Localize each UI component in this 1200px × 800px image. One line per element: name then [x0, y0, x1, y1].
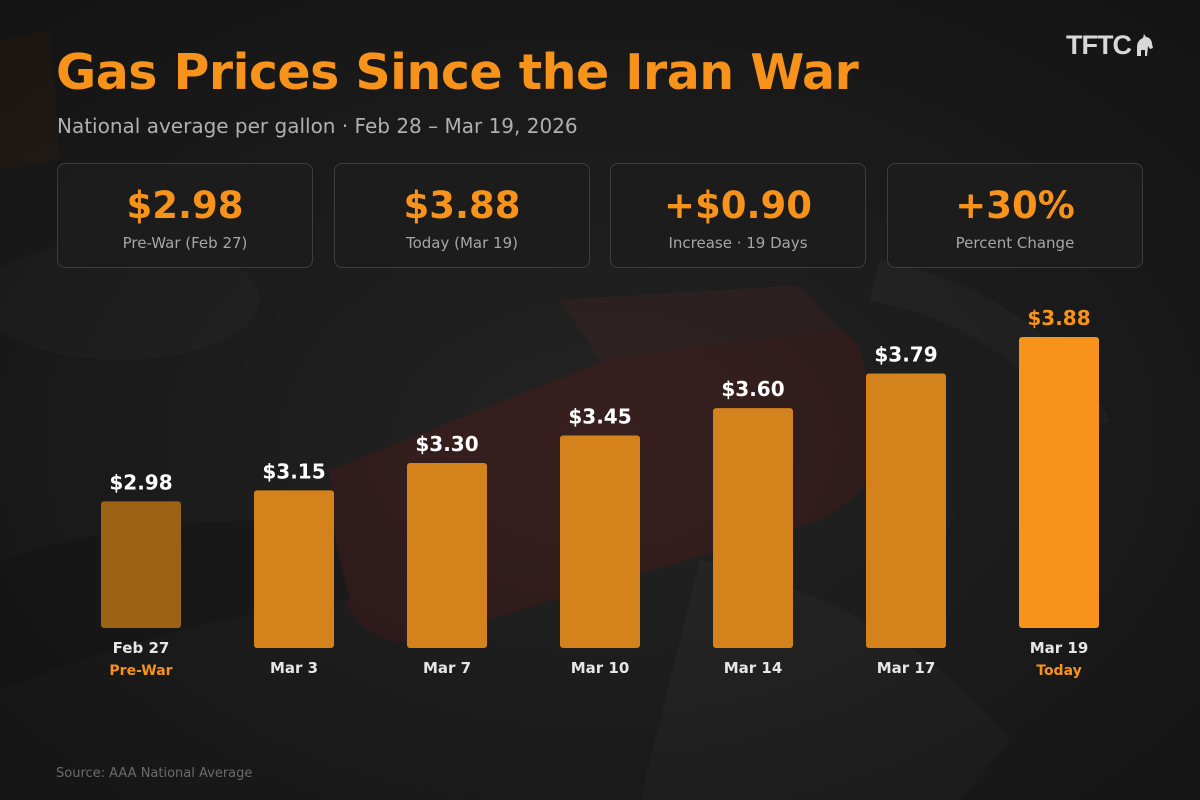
bar-value-label: $3.88 — [1027, 306, 1090, 330]
bar-sublabel: Pre-War — [109, 663, 172, 679]
x-tick-label: Mar 17 — [877, 659, 936, 677]
horse-icon — [1136, 34, 1153, 56]
bar-feb-27 — [101, 501, 181, 628]
bar-mar-3 — [254, 490, 334, 648]
bar-mar-7 — [407, 462, 487, 648]
bar-value-label: $3.60 — [721, 377, 784, 401]
stat-label: Increase · 19 Days — [668, 234, 808, 252]
x-tick-label: Mar 14 — [724, 659, 783, 677]
brand-wordmark: TFTC — [1066, 29, 1132, 60]
stat-card-increase: +$0.90 Increase · 19 Days — [610, 163, 866, 268]
stat-value: $2.98 — [126, 184, 244, 227]
stat-value: +$0.90 — [663, 184, 813, 227]
stat-label: Pre-War (Feb 27) — [122, 234, 248, 252]
stat-value: +30% — [955, 184, 1075, 227]
x-tick-label: Mar 10 — [571, 659, 630, 677]
bar-mar-19 — [1019, 337, 1099, 628]
stat-card-pre-war: $2.98 Pre-War (Feb 27) — [57, 163, 313, 268]
bar-mar-10 — [560, 435, 640, 648]
bar-value-label: $3.79 — [874, 342, 937, 366]
stat-card-percent-change: +30% Percent Change — [887, 163, 1143, 268]
x-tick-label: Mar 7 — [423, 659, 471, 677]
x-tick-label: Feb 27 — [113, 639, 170, 657]
source-note: Source: AAA National Average — [56, 766, 253, 781]
bar-value-label: $3.30 — [415, 432, 478, 456]
stat-value: $3.88 — [403, 184, 521, 227]
bar-value-label: $3.45 — [568, 405, 631, 429]
stat-card-today: $3.88 Today (Mar 19) — [334, 163, 590, 268]
bar-value-label: $3.15 — [262, 459, 325, 483]
bar-mar-14 — [713, 408, 793, 648]
x-tick-label: Mar 3 — [270, 659, 318, 677]
stat-label: Today (Mar 19) — [405, 234, 518, 252]
stat-label: Percent Change — [955, 234, 1075, 252]
brand-logo: TFTC — [1066, 30, 1155, 60]
bar-mar-17 — [866, 373, 946, 648]
page-title: Gas Prices Since the Iran War — [56, 44, 859, 101]
x-tick-label: Mar 19 — [1030, 639, 1089, 657]
bar-value-label: $2.98 — [109, 470, 172, 494]
bar-sublabel: Today — [1036, 663, 1081, 679]
page-subtitle: National average per gallon · Feb 28 – M… — [57, 114, 578, 138]
